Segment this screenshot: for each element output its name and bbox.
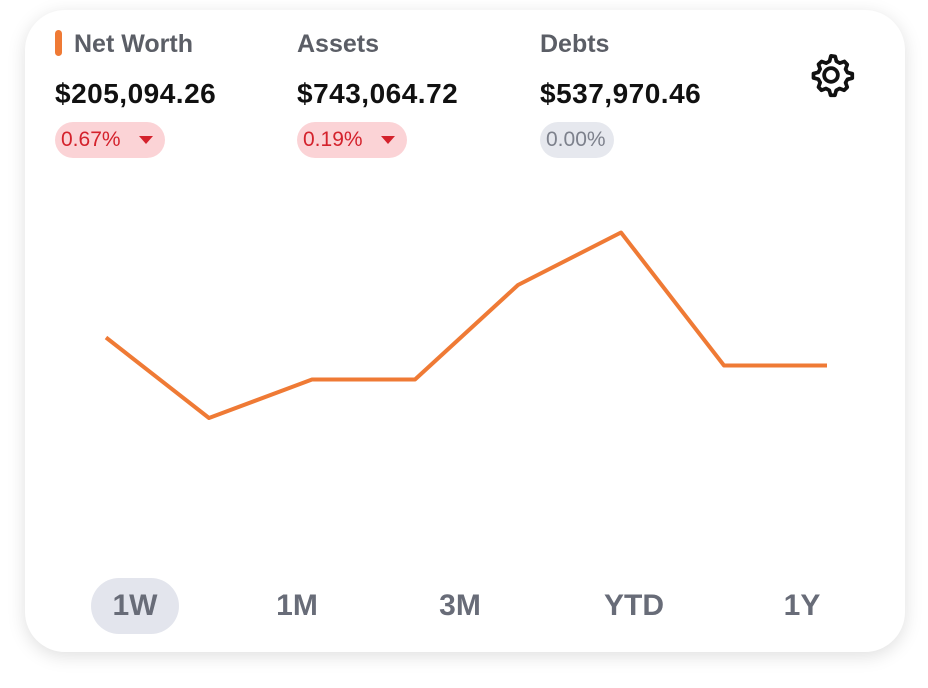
summary-amount: $743,064.72 (297, 78, 459, 109)
range-button[interactable]: 1W (91, 578, 179, 634)
summary-column[interactable]: Debts $537,970.46 0.00% (540, 28, 770, 158)
summary-label: Debts (540, 28, 770, 60)
range-button[interactable]: 1M (276, 589, 318, 622)
chart (104, 230, 827, 420)
change-text: 0.67% (61, 128, 121, 151)
label-text: Net Worth (74, 30, 193, 58)
label-text: Debts (540, 30, 610, 58)
down-arrow (380, 136, 395, 144)
summary-label: Net Worth (55, 28, 285, 60)
settings-icon[interactable] (806, 50, 856, 100)
summary-amount: $205,094.26 (55, 78, 217, 109)
net-worth-line (104, 230, 827, 420)
down-arrow (138, 136, 153, 144)
range-button[interactable]: 1Y (783, 589, 821, 622)
series-marker (55, 30, 62, 56)
range-button[interactable]: YTD (604, 589, 664, 622)
summary-column[interactable]: Assets $743,064.72 0.19% (297, 28, 527, 158)
summary-label: Assets (297, 28, 527, 60)
label-text: Assets (297, 30, 379, 58)
change-text: 0.19% (303, 128, 363, 151)
range-button[interactable]: 3M (439, 589, 481, 622)
summary-column[interactable]: Net Worth $205,094.26 0.67% (55, 28, 285, 158)
change-badge: 0.67% (55, 122, 165, 158)
summary-amount: $537,970.46 (540, 78, 702, 109)
change-text: 0.00% (546, 128, 606, 151)
change-badge: 0.00% (540, 122, 614, 158)
change-badge: 0.19% (297, 122, 407, 158)
net-worth-card: Net Worth $205,094.26 0.67% Assets $743,064.… (25, 10, 905, 652)
